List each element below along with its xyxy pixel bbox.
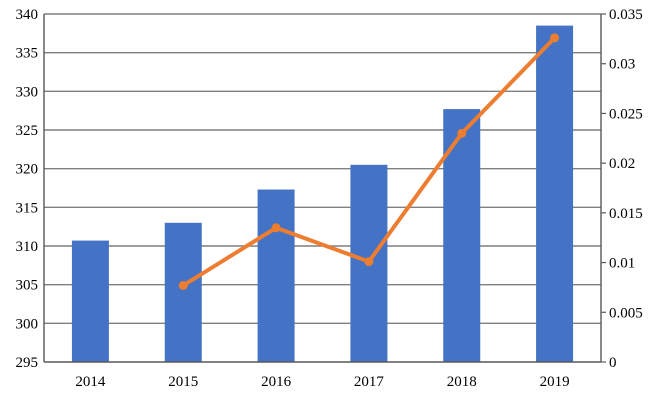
x-axis-tick-label: 2018 xyxy=(447,374,477,390)
x-axis-tick-label: 2016 xyxy=(261,374,292,390)
left-axis-tick-label: 325 xyxy=(16,123,39,139)
x-axis-tick-label: 2015 xyxy=(168,374,198,390)
right-axis-tick-label: 0.03 xyxy=(609,57,635,73)
bar-2015 xyxy=(164,222,202,362)
left-axis-tick-label: 305 xyxy=(16,278,39,294)
x-axis-tick-labels: 2014 2015 2016 2017 2018 2019 xyxy=(75,374,569,390)
right-axis-tick-labels: 0 0.005 0.01 0.015 0.02 0.025 0.03 0.035 xyxy=(609,7,643,371)
right-axis-tick-label: 0.025 xyxy=(609,106,643,122)
left-axis-tick-label: 320 xyxy=(16,162,39,178)
left-axis-tick-label: 330 xyxy=(16,84,39,100)
bar-2019 xyxy=(536,25,574,362)
right-axis-tick-label: 0.035 xyxy=(609,7,643,23)
bar-series xyxy=(71,25,574,363)
right-axis-tick-label: 0 xyxy=(609,355,617,371)
gridlines xyxy=(44,13,601,325)
x-axis-tick-label: 2014 xyxy=(75,374,106,390)
line-point-2017 xyxy=(364,257,374,267)
left-axis-tick-label: 295 xyxy=(16,355,39,371)
left-axis-tick-label: 335 xyxy=(16,46,39,62)
bar-2016 xyxy=(257,189,295,362)
left-axis-tick-label: 315 xyxy=(16,200,39,216)
right-axis-tick-label: 0.02 xyxy=(609,156,635,172)
left-axis-tick-label: 340 xyxy=(16,7,39,23)
bar-2014 xyxy=(71,240,109,362)
right-axis-tick-label: 0.015 xyxy=(609,206,643,222)
right-axis-tick-label: 0.01 xyxy=(609,256,635,272)
axes xyxy=(43,13,606,363)
line-point-2019 xyxy=(550,33,560,43)
line-series xyxy=(178,33,560,290)
left-axis-tick-label: 300 xyxy=(16,316,39,332)
line-point-2016 xyxy=(271,223,281,233)
line-point-2015 xyxy=(178,280,188,290)
x-axis-tick-label: 2017 xyxy=(354,374,385,390)
bar-2018 xyxy=(443,109,481,363)
right-axis-tick-label: 0.005 xyxy=(609,305,643,321)
left-axis-tick-label: 310 xyxy=(16,239,39,255)
x-axis-tick-label: 2019 xyxy=(540,374,570,390)
line-point-2018 xyxy=(457,128,467,138)
left-axis-tick-labels: 295 300 305 310 315 320 325 330 335 340 xyxy=(16,7,39,371)
